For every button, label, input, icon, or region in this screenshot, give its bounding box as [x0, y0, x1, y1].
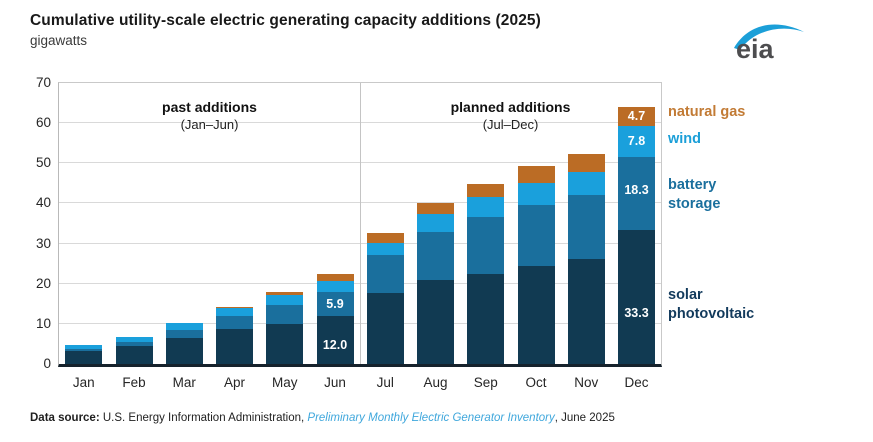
bar-segment-wind-dec [618, 125, 655, 157]
eia-swoosh-icon [734, 24, 804, 50]
x-tick-jul: Jul [376, 375, 394, 390]
bar-segment-wind-sep [467, 196, 505, 217]
data-source-label: Data source: [30, 412, 100, 424]
annotation-past-title: past additions [162, 99, 257, 115]
x-tick-mar: Mar [172, 375, 196, 390]
plot-area: past additions (Jan–Jun) planned additio… [36, 75, 662, 390]
bar-value-label-solar-photovoltaic-dec: 33.3 [624, 306, 649, 321]
bar-segment-natural-gas-jun [316, 274, 354, 281]
legend-label-solar-photovoltaic: solar photovoltaic [668, 287, 755, 322]
x-tick-may: May [271, 375, 298, 390]
x-tick-jun: Jun [324, 375, 346, 390]
bar-segment-battery-storage-sep [467, 216, 505, 274]
y-tick-0: 0 [43, 356, 51, 371]
x-tick-oct: Oct [525, 375, 547, 390]
bar-segment-battery-storage-dec [618, 156, 655, 231]
data-source-note: Data source: U.S. Energy Information Adm… [30, 412, 615, 424]
legend-label-battery-storage: battery storage [668, 177, 721, 212]
annotation-past-sub: (Jan–Jun) [180, 117, 239, 132]
bar-value-label-battery-storage-jun: 5.9 [326, 297, 344, 311]
x-tick-dec: Dec [624, 375, 649, 390]
past-planned-divider [360, 83, 361, 364]
x-tick-aug: Aug [423, 375, 448, 390]
bar-segment-solar-photovoltaic-apr [216, 328, 253, 364]
bar-segment-solar-photovoltaic-jan [65, 351, 103, 364]
bar-segment-wind-jul [366, 243, 404, 256]
bar-segment-solar-photovoltaic-nov [567, 258, 605, 364]
bar-value-label-natural-gas-dec: 4.7 [627, 109, 646, 124]
bar-segment-solar-photovoltaic-jul [366, 293, 404, 364]
bar-segment-wind-jun [316, 280, 354, 293]
bar-segment-natural-gas-sep [467, 183, 505, 197]
bar-segment-solar-photovoltaic-aug [417, 279, 454, 364]
data-source-text: U.S. Energy Information Administration, [99, 412, 308, 424]
bar-segment-solar-photovoltaic-oct [517, 265, 555, 364]
bar-segment-battery-storage-feb [115, 341, 153, 346]
bar-segment-battery-storage-may [266, 305, 304, 324]
x-tick-apr: Apr [223, 375, 245, 390]
bar-segment-solar-photovoltaic-mar [165, 337, 203, 364]
chart-title: Cumulative utility-scale electric genera… [30, 12, 541, 29]
bar-segment-solar-photovoltaic-sep [467, 273, 505, 364]
bar-segment-solar-photovoltaic-jun [316, 315, 354, 364]
bar-segment-wind-may [266, 294, 304, 305]
bar-segment-battery-storage-nov [567, 194, 605, 259]
bar-segment-wind-jan [65, 345, 103, 350]
bar-segment-natural-gas-jul [366, 232, 404, 244]
bar-segment-wind-mar [165, 323, 203, 330]
bar-segment-wind-nov [567, 172, 605, 195]
annotation-planned-title: planned additions [450, 99, 571, 115]
bar-segment-battery-storage-jun [316, 292, 354, 316]
bar-segment-natural-gas-oct [517, 165, 555, 183]
eia-logo-graphic: eia [734, 24, 804, 62]
y-tick-10: 10 [35, 315, 51, 331]
y-tick-70: 70 [35, 75, 51, 90]
bar-segment-battery-storage-jan [65, 349, 103, 352]
legend-label-natural-gas: natural gas [668, 104, 746, 120]
x-tick-jan: Jan [72, 375, 95, 390]
bar-segment-natural-gas-may [266, 291, 304, 295]
data-source-suffix: , June 2025 [554, 412, 615, 424]
bar-segment-wind-aug [417, 214, 454, 232]
bar-segment-natural-gas-aug [417, 203, 454, 215]
x-tick-sep: Sep [473, 375, 498, 390]
bar-segment-solar-photovoltaic-feb [115, 345, 153, 364]
eia-logo-text: eia [736, 34, 775, 62]
legend-label-wind: wind [668, 131, 702, 147]
bar-value-label-battery-storage-dec: 18.3 [624, 182, 649, 197]
bar-segment-battery-storage-apr [216, 315, 253, 329]
y-tick-20: 20 [35, 275, 51, 291]
bar-segment-wind-feb [115, 336, 153, 342]
bar-segment-wind-apr [216, 307, 253, 316]
data-source-link[interactable]: Preliminary Monthly Electric Generator I… [307, 412, 555, 424]
x-tick-nov: Nov [574, 375, 599, 390]
chart-units-label: gigawatts [30, 33, 88, 48]
bar-segment-battery-storage-jul [366, 255, 404, 294]
bar-segment-battery-storage-mar [165, 329, 203, 338]
y-tick-50: 50 [35, 155, 51, 171]
bar-segment-solar-photovoltaic-may [266, 323, 304, 364]
y-tick-60: 60 [35, 115, 51, 131]
y-tick-30: 30 [35, 235, 51, 251]
bar-segment-wind-oct [517, 182, 555, 205]
bar-segment-solar-photovoltaic-dec [618, 230, 655, 364]
y-tick-40: 40 [35, 195, 51, 211]
bar-value-label-wind-dec: 7.8 [627, 134, 646, 149]
eia-logo: eia [730, 16, 808, 62]
bar-value-label-solar-photovoltaic-jun: 12.0 [322, 337, 348, 352]
bar-segment-battery-storage-oct [517, 204, 555, 266]
bar-segment-natural-gas-dec [618, 106, 655, 126]
x-tick-feb: Feb [122, 375, 146, 390]
bar-segment-natural-gas-nov [567, 154, 605, 173]
annotation-planned-sub: (Jul–Dec) [482, 117, 539, 132]
bar-segment-battery-storage-aug [417, 231, 454, 280]
